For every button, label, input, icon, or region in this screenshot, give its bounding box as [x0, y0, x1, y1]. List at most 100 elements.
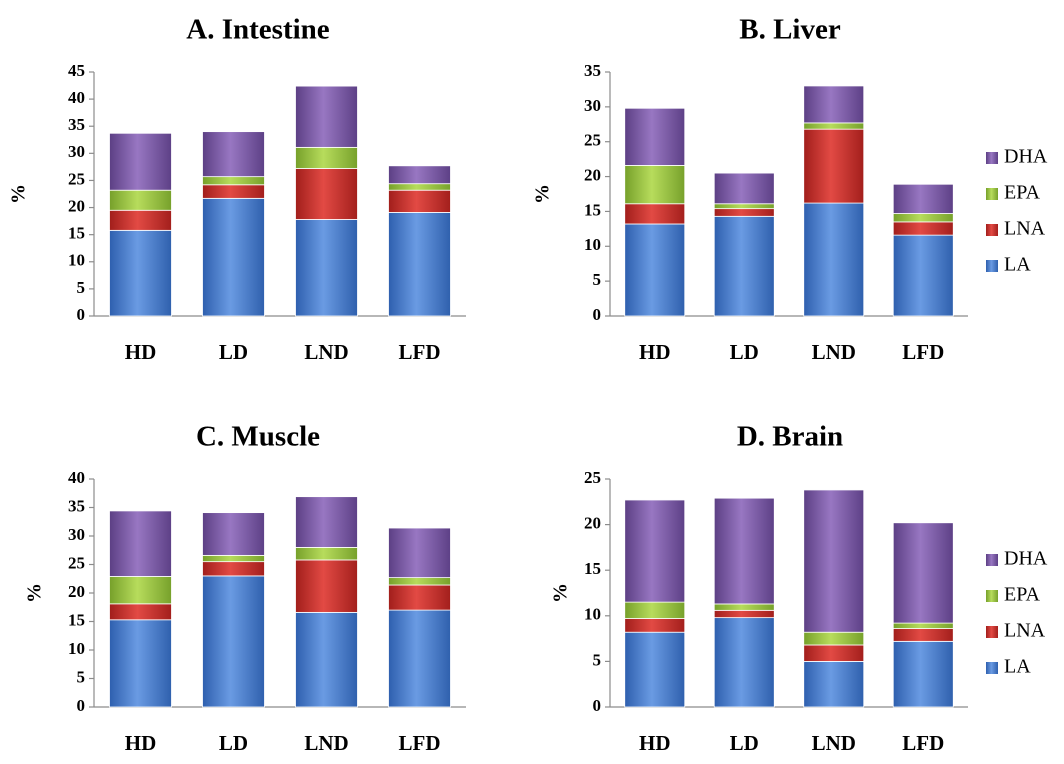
legend-label-dha: DHA: [1004, 146, 1048, 168]
chart-panel-4: D. Brain% 0 5 10 15 20 25 HD LD LND LFD DHA EPA LNA LA: [550, 421, 1048, 755]
bar-la-ld: [713, 617, 775, 708]
bar-la-ld: [202, 575, 265, 708]
x-tick-label: LD: [730, 340, 759, 364]
bar-lna-hd: [109, 209, 172, 231]
chart-panel-2: B. Liver% 0 5 10 15 20 25 30 35 HD LD LND LFD DHA EPA L…: [532, 14, 1048, 364]
bar-dha-lfd: [388, 165, 451, 185]
bar-dha-hd: [624, 107, 686, 166]
bar-lna-lfd: [388, 584, 451, 611]
chart-title: D. Brain: [737, 421, 843, 453]
bar-lna-ld: [202, 561, 265, 577]
y-tick-label: 10: [68, 639, 85, 658]
bar-lna-lnd: [295, 168, 358, 220]
y-tick-label: 5: [77, 278, 86, 297]
bar-lna-ld: [202, 184, 265, 199]
legend-swatch-dha: [986, 152, 998, 164]
legend-label-epa: EPA: [1004, 584, 1041, 606]
x-tick-label: HD: [125, 340, 157, 364]
bar-epa-lnd: [803, 122, 865, 130]
bar-dha-hd: [109, 132, 172, 191]
y-tick-label: 5: [593, 270, 602, 289]
bar-dha-ld: [202, 512, 265, 556]
chart-title: B. Liver: [739, 14, 841, 46]
bar-la-lfd: [388, 609, 451, 708]
x-tick-label: LD: [730, 731, 759, 755]
x-tick-label: LD: [219, 731, 248, 755]
y-tick-label: 45: [68, 61, 85, 80]
bar-epa-lfd: [388, 183, 451, 191]
bar-la-lnd: [295, 219, 358, 317]
x-tick-label: HD: [639, 340, 671, 364]
bar-la-lnd: [803, 202, 865, 317]
bar-la-hd: [109, 229, 172, 317]
bar-epa-ld: [202, 176, 265, 186]
y-tick-label: 5: [593, 650, 602, 669]
legend-swatch-epa: [986, 188, 998, 200]
bar-la-hd: [109, 619, 172, 708]
bar-epa-lfd: [388, 577, 451, 586]
bar-dha-hd: [624, 499, 686, 603]
y-tick-label: 15: [68, 610, 85, 629]
y-tick-label: 15: [584, 559, 601, 578]
bar-epa-ld: [202, 554, 265, 563]
bar-epa-ld: [713, 203, 775, 210]
y-tick-label: 10: [584, 235, 601, 254]
bar-epa-hd: [624, 601, 686, 619]
y-tick-label: 15: [584, 200, 601, 219]
legend-swatch-la: [986, 260, 998, 272]
legend-swatch-lna: [986, 626, 998, 638]
y-tick-label: 5: [77, 667, 86, 686]
y-axis-label: %: [532, 184, 554, 204]
bar-lna-lnd: [295, 559, 358, 613]
x-tick-label: LFD: [399, 340, 441, 364]
x-tick-label: HD: [639, 731, 671, 755]
y-tick-label: 30: [68, 525, 85, 544]
bar-epa-lnd: [295, 146, 358, 169]
y-tick-label: 0: [593, 696, 602, 715]
y-axis-label: %: [24, 583, 46, 603]
x-tick-label: LND: [812, 340, 856, 364]
chart-panel-1: A. Intestine% 0 5 10 15 20 25 30 35 40 45 HD LD LND LF…: [8, 14, 466, 364]
y-tick-label: 20: [68, 196, 85, 215]
bar-dha-ld: [713, 172, 775, 205]
bar-la-lfd: [388, 212, 451, 317]
bar-dha-hd: [109, 510, 172, 577]
x-tick-label: LD: [219, 340, 248, 364]
bar-la-hd: [624, 631, 686, 708]
bar-dha-ld: [202, 131, 265, 178]
bar-dha-ld: [713, 497, 775, 605]
y-tick-label: 40: [68, 468, 85, 487]
x-tick-label: LND: [304, 731, 348, 755]
chart-title: C. Muscle: [196, 421, 320, 453]
bar-dha-lnd: [803, 85, 865, 124]
bar-lna-hd: [624, 203, 686, 225]
bar-la-ld: [713, 215, 775, 317]
bar-lna-ld: [713, 208, 775, 217]
bar-la-lfd: [892, 234, 954, 317]
y-tick-label: 30: [584, 96, 601, 115]
bar-lna-lnd: [803, 128, 865, 204]
bar-lna-hd: [624, 618, 686, 633]
bar-lna-lfd: [388, 189, 451, 213]
y-tick-label: 0: [77, 696, 86, 715]
bar-dha-lnd: [803, 489, 865, 633]
x-tick-label: LND: [812, 731, 856, 755]
y-tick-label: 30: [68, 142, 85, 161]
bar-epa-hd: [109, 189, 172, 211]
y-tick-label: 40: [68, 88, 85, 107]
bar-lna-lfd: [892, 628, 954, 642]
legend-swatch-la: [986, 662, 998, 674]
y-tick-label: 20: [584, 514, 601, 533]
bar-lna-lnd: [803, 644, 865, 662]
bar-lna-ld: [713, 609, 775, 619]
bar-epa-hd: [624, 165, 686, 205]
x-tick-label: LND: [304, 340, 348, 364]
bar-la-hd: [624, 223, 686, 317]
legend-label-la: LA: [1004, 254, 1031, 276]
y-axis-label: %: [550, 583, 572, 603]
y-tick-label: 10: [584, 605, 601, 624]
bar-lna-hd: [109, 603, 172, 621]
bar-epa-lfd: [892, 213, 954, 223]
x-tick-label: LFD: [902, 731, 944, 755]
